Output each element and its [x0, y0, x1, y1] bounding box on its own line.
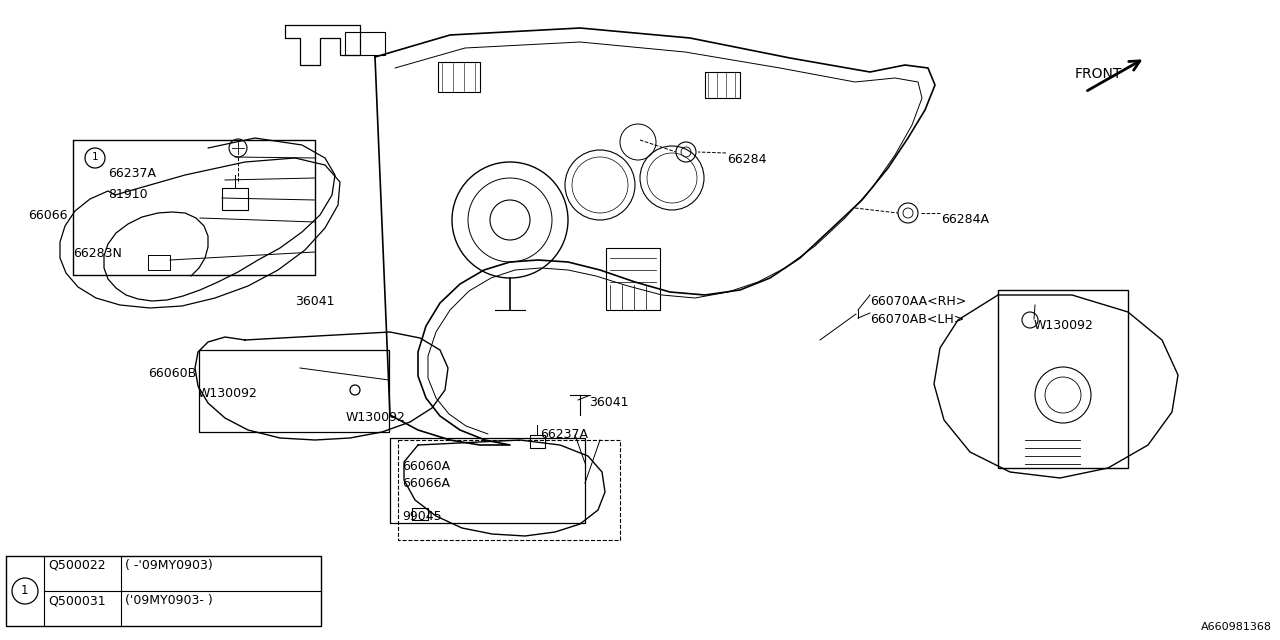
Text: W130092: W130092 [1034, 319, 1094, 332]
Text: Q500031: Q500031 [49, 594, 106, 607]
Text: 66066A: 66066A [402, 477, 451, 490]
Text: 66060B: 66060B [148, 367, 196, 380]
Text: Q500022: Q500022 [49, 559, 106, 572]
Text: FRONT: FRONT [1075, 67, 1123, 81]
Text: 1: 1 [92, 152, 99, 162]
Text: 66070AA<RH>: 66070AA<RH> [870, 295, 966, 308]
Text: 66237A: 66237A [540, 428, 588, 441]
Text: 66284A: 66284A [941, 213, 989, 226]
Text: W130092: W130092 [346, 411, 406, 424]
Text: 81910: 81910 [108, 188, 147, 201]
Text: 66237A: 66237A [108, 167, 156, 180]
Text: 99045: 99045 [402, 510, 442, 523]
Text: ( -'09MY0903): ( -'09MY0903) [125, 559, 212, 572]
Text: 1: 1 [20, 584, 28, 597]
Text: 36041: 36041 [589, 396, 628, 409]
Text: ('09MY0903- ): ('09MY0903- ) [125, 594, 212, 607]
Text: 66284: 66284 [727, 153, 767, 166]
Text: W130092: W130092 [198, 387, 257, 400]
Text: 66066: 66066 [28, 209, 68, 222]
Text: 66070AB<LH>: 66070AB<LH> [870, 313, 964, 326]
Text: A660981368: A660981368 [1201, 622, 1272, 632]
Text: 66283N: 66283N [73, 247, 122, 260]
Text: 36041: 36041 [294, 295, 334, 308]
Text: 66060A: 66060A [402, 460, 451, 473]
